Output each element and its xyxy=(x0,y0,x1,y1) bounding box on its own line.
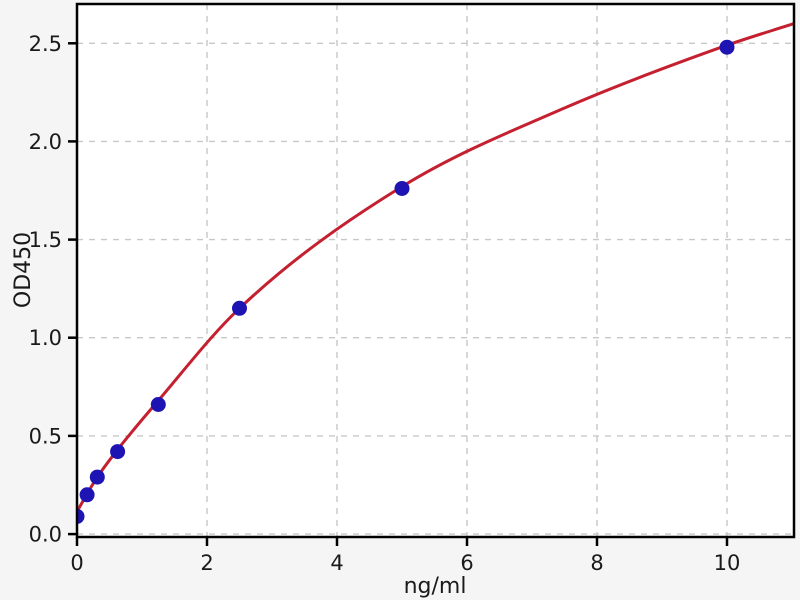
data-point xyxy=(150,397,166,412)
y-axis-label: OD450 xyxy=(11,232,36,308)
data-point xyxy=(394,181,410,196)
x-tick-label: 10 xyxy=(714,551,741,575)
data-layer xyxy=(77,22,794,524)
x-tick-label: 2 xyxy=(200,551,213,575)
x-tick-label: 8 xyxy=(590,551,603,575)
plot-border xyxy=(75,2,796,539)
plot-area xyxy=(77,4,794,537)
data-point xyxy=(89,469,105,485)
tick-labels-layer: 0 2 4 6 8 10 0.0 0.5 1.0 1.5 2.0 2.5 xyxy=(29,32,741,575)
ticks-layer xyxy=(68,42,729,546)
data-point xyxy=(110,444,126,460)
y-tick-label: 2.5 xyxy=(29,32,62,56)
y-tick-label: 0.5 xyxy=(29,424,62,448)
x-tick-label: 4 xyxy=(330,551,343,575)
data-point xyxy=(719,39,735,55)
y-tick-label: 1.0 xyxy=(29,326,62,350)
x-tick-label: 0 xyxy=(70,551,83,575)
x-axis-label: ng/ml xyxy=(404,574,467,599)
y-tick-label: 0.0 xyxy=(29,523,62,547)
data-point xyxy=(232,300,247,316)
data-point xyxy=(77,508,85,524)
y-tick-label: 2.0 xyxy=(29,130,62,154)
data-point xyxy=(79,487,95,503)
y-tick-label: 1.5 xyxy=(29,228,62,252)
x-tick-label: 6 xyxy=(460,551,473,575)
